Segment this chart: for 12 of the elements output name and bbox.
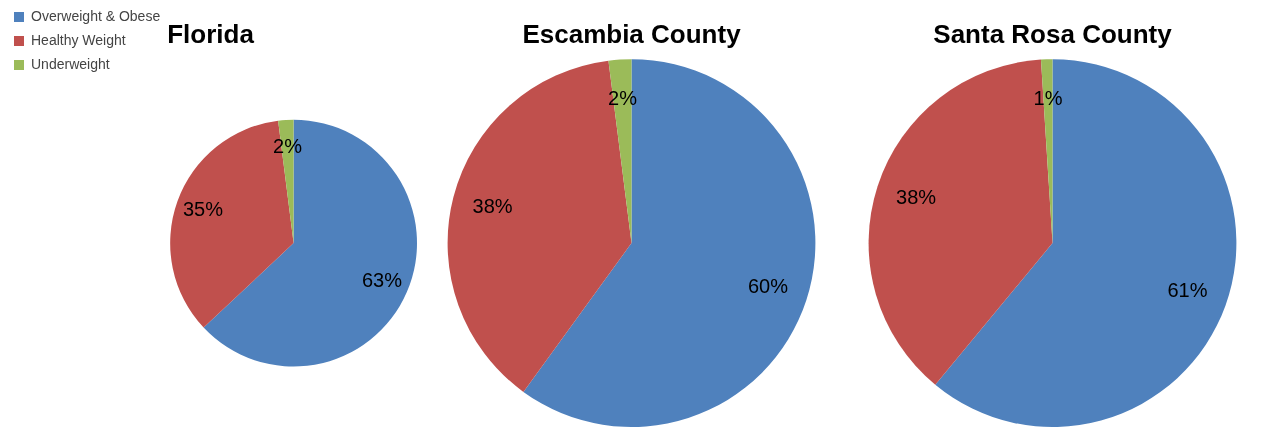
legend-label: Underweight [31,55,110,72]
data-label: 60% [747,274,789,297]
data-label: 61% [1167,279,1208,302]
data-label: 38% [472,194,513,217]
chart-title: Escambia County [522,18,742,49]
data-label: 38% [896,186,937,209]
legend-label: Overweight & Obese [31,7,161,24]
legend-label: Healthy Weight [31,31,126,48]
chart-title: Santa Rosa County [933,18,1173,49]
data-label: 35% [183,198,224,221]
data-label: 63% [361,268,403,291]
chart-title: Florida [167,18,255,49]
